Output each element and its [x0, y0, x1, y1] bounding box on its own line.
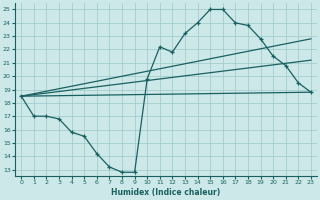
- X-axis label: Humidex (Indice chaleur): Humidex (Indice chaleur): [111, 188, 221, 197]
